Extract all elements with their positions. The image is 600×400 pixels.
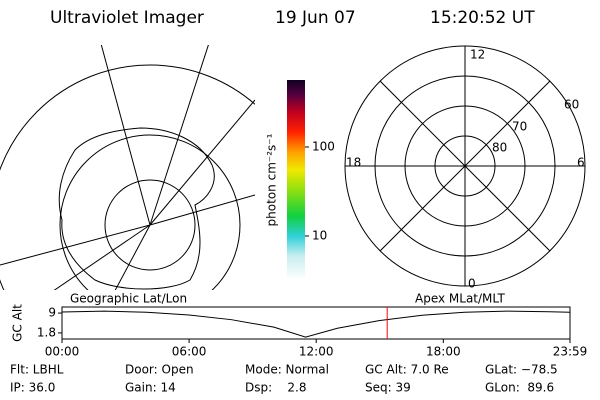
info-field: Mode: Normal (245, 363, 329, 377)
colorbar-tick-label: 100 (312, 139, 335, 153)
x-tick-label: 00:00 (45, 345, 80, 359)
info-field: Dsp: 2.8 (245, 381, 307, 395)
map (0, 45, 255, 290)
x-tick-label: 12:00 (299, 345, 334, 359)
y-tick-label: 1.8 (37, 325, 56, 339)
lat-label: 60 (564, 98, 579, 112)
info-field: GC Alt: 7.0 Re (365, 363, 449, 377)
title: Ultraviolet Imager (50, 8, 204, 28)
mlt-label: 18 (346, 156, 361, 170)
lat-label: 80 (492, 141, 507, 155)
colorbar-label: photon cm⁻²s⁻¹ (265, 133, 279, 226)
y-axis-label: GC Alt (11, 304, 25, 342)
polar-grid (344, 45, 586, 287)
info-field: Door: Open (125, 363, 194, 377)
mlt-label: 6 (577, 156, 585, 170)
x-tick-label: 06:00 (172, 345, 207, 359)
info-field: GLon: 89.6 (485, 381, 554, 395)
colorbar-tick-label: 10 (312, 228, 327, 242)
info-field: GLat: −78.5 (485, 363, 558, 377)
date: 19 Jun 07 (275, 8, 356, 28)
x-tick-label: 23:59 (553, 345, 588, 359)
left-label: Geographic Lat/Lon (70, 292, 187, 306)
x-tick-label: 18:00 (426, 345, 461, 359)
info-field: Seq: 39 (365, 381, 411, 395)
time: 15:20:52 UT (430, 8, 535, 28)
lat-label: 70 (512, 120, 527, 134)
info-field: Flt: LBHL (10, 363, 64, 377)
y-tick-label: 9 (48, 306, 56, 320)
right-label: Apex MLat/MLT (415, 292, 505, 306)
colorbar (287, 80, 305, 280)
alt-line (61, 310, 571, 338)
info-field: Gain: 14 (125, 381, 176, 395)
mlt-label: 12 (470, 48, 485, 62)
mlt-label: 0 (468, 277, 476, 291)
info-field: IP: 36.0 (10, 381, 55, 395)
